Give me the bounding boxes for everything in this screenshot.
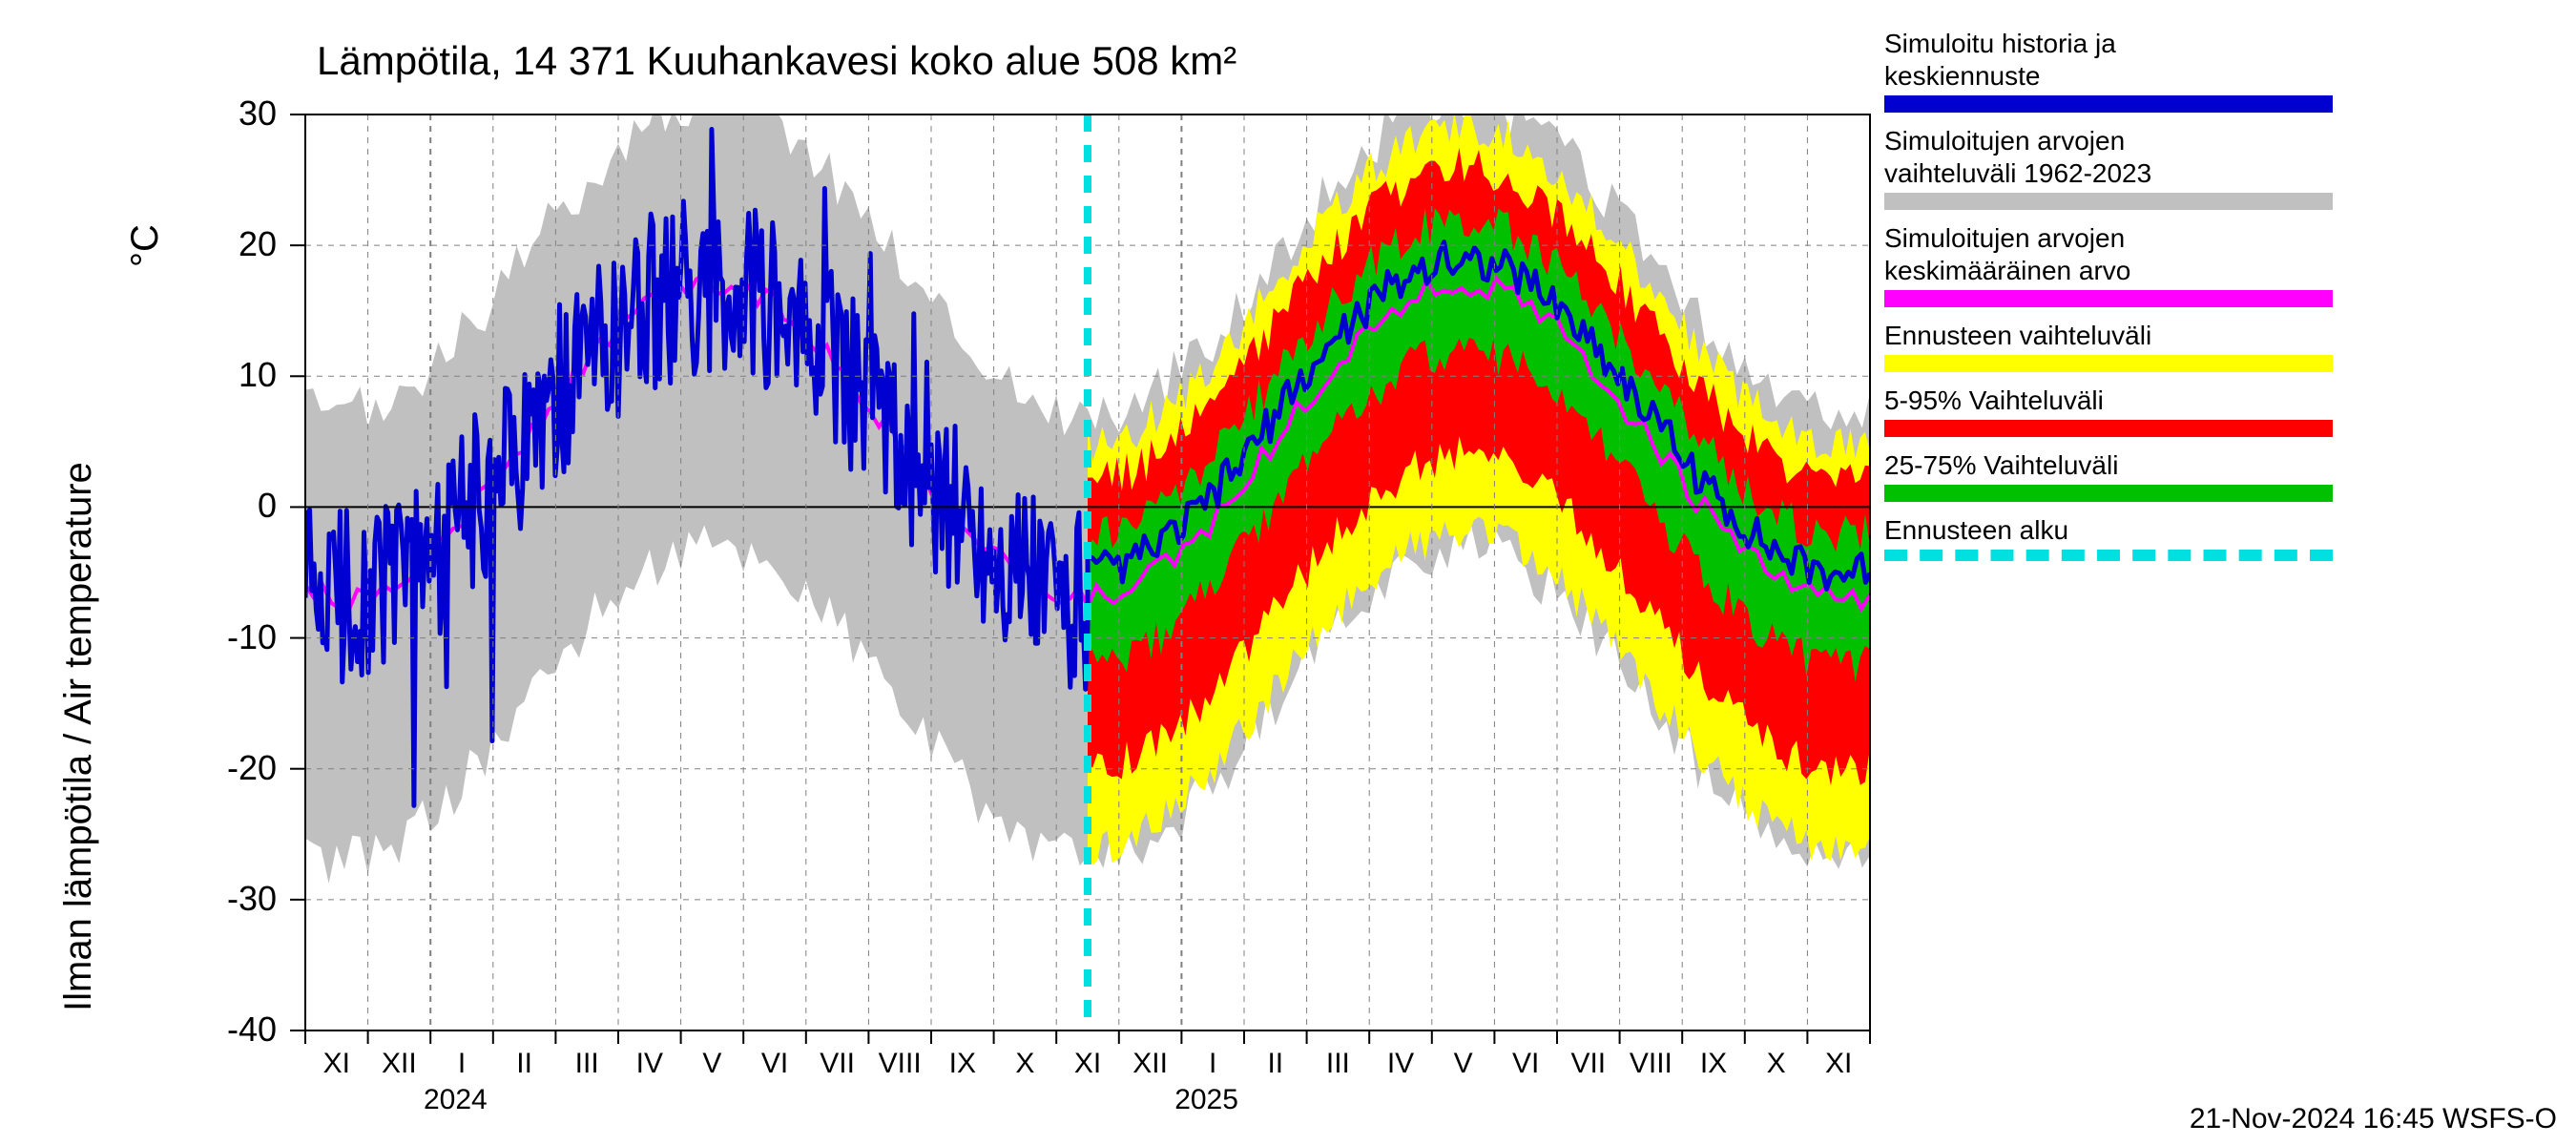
x-tick: VIII <box>1617 1048 1684 1080</box>
y-tick: 30 <box>172 94 277 134</box>
y-tick: 0 <box>172 486 277 526</box>
x-tick: VII <box>1555 1048 1622 1080</box>
x-tick: IX <box>1680 1048 1747 1080</box>
y-tick: 10 <box>172 355 277 395</box>
legend-swatch <box>1884 355 2333 372</box>
x-tick: II <box>1242 1048 1309 1080</box>
legend-swatch <box>1884 95 2333 113</box>
year-label: 2025 <box>1174 1084 1238 1116</box>
x-tick: IX <box>929 1048 996 1080</box>
x-tick: II <box>491 1048 558 1080</box>
x-tick: VI <box>1492 1048 1559 1080</box>
x-tick: XI <box>1805 1048 1872 1080</box>
legend-label: vaihteluväli 1962-2023 <box>1884 158 2151 189</box>
y-tick: -20 <box>172 748 277 788</box>
legend-label: 5-95% Vaihteluväli <box>1884 385 2104 416</box>
x-tick: III <box>553 1048 620 1080</box>
x-tick: X <box>1743 1048 1810 1080</box>
y-tick: 20 <box>172 224 277 264</box>
legend-swatch <box>1884 485 2333 502</box>
x-tick: V <box>678 1048 745 1080</box>
legend-swatch <box>1884 420 2333 437</box>
year-label: 2024 <box>424 1084 488 1116</box>
legend-label: Simuloitujen arvojen <box>1884 223 2125 254</box>
footer-timestamp: 21-Nov-2024 16:45 WSFS-O <box>2190 1103 2557 1135</box>
legend-label: Ennusteen vaihteluväli <box>1884 321 2151 351</box>
legend-label: 25-75% Vaihteluväli <box>1884 450 2118 481</box>
y-tick: -40 <box>172 1010 277 1050</box>
legend-label: Ennusteen alku <box>1884 515 2068 546</box>
x-tick: VI <box>741 1048 808 1080</box>
x-tick: III <box>1304 1048 1371 1080</box>
legend-swatch <box>1884 550 2333 561</box>
x-tick: XII <box>365 1048 432 1080</box>
chart-plot <box>0 0 2576 1145</box>
x-tick: X <box>991 1048 1058 1080</box>
x-tick: XI <box>1054 1048 1121 1080</box>
legend-swatch <box>1884 193 2333 210</box>
x-tick: VIII <box>866 1048 933 1080</box>
x-tick: IV <box>1367 1048 1434 1080</box>
x-tick: IV <box>616 1048 683 1080</box>
x-tick: V <box>1430 1048 1497 1080</box>
legend-swatch <box>1884 290 2333 307</box>
x-tick: XII <box>1117 1048 1184 1080</box>
legend-label: keskiennuste <box>1884 61 2040 92</box>
x-tick: I <box>428 1048 495 1080</box>
x-tick: VII <box>804 1048 871 1080</box>
legend-label: keskimääräinen arvo <box>1884 256 2130 286</box>
legend-label: Simuloitu historia ja <box>1884 29 2116 59</box>
x-tick: XI <box>303 1048 370 1080</box>
legend-label: Simuloitujen arvojen <box>1884 126 2125 156</box>
y-tick: -30 <box>172 879 277 919</box>
chart-container: Lämpötila, 14 371 Kuuhankavesi koko alue… <box>0 0 2576 1145</box>
y-tick: -10 <box>172 617 277 657</box>
x-tick: I <box>1179 1048 1246 1080</box>
